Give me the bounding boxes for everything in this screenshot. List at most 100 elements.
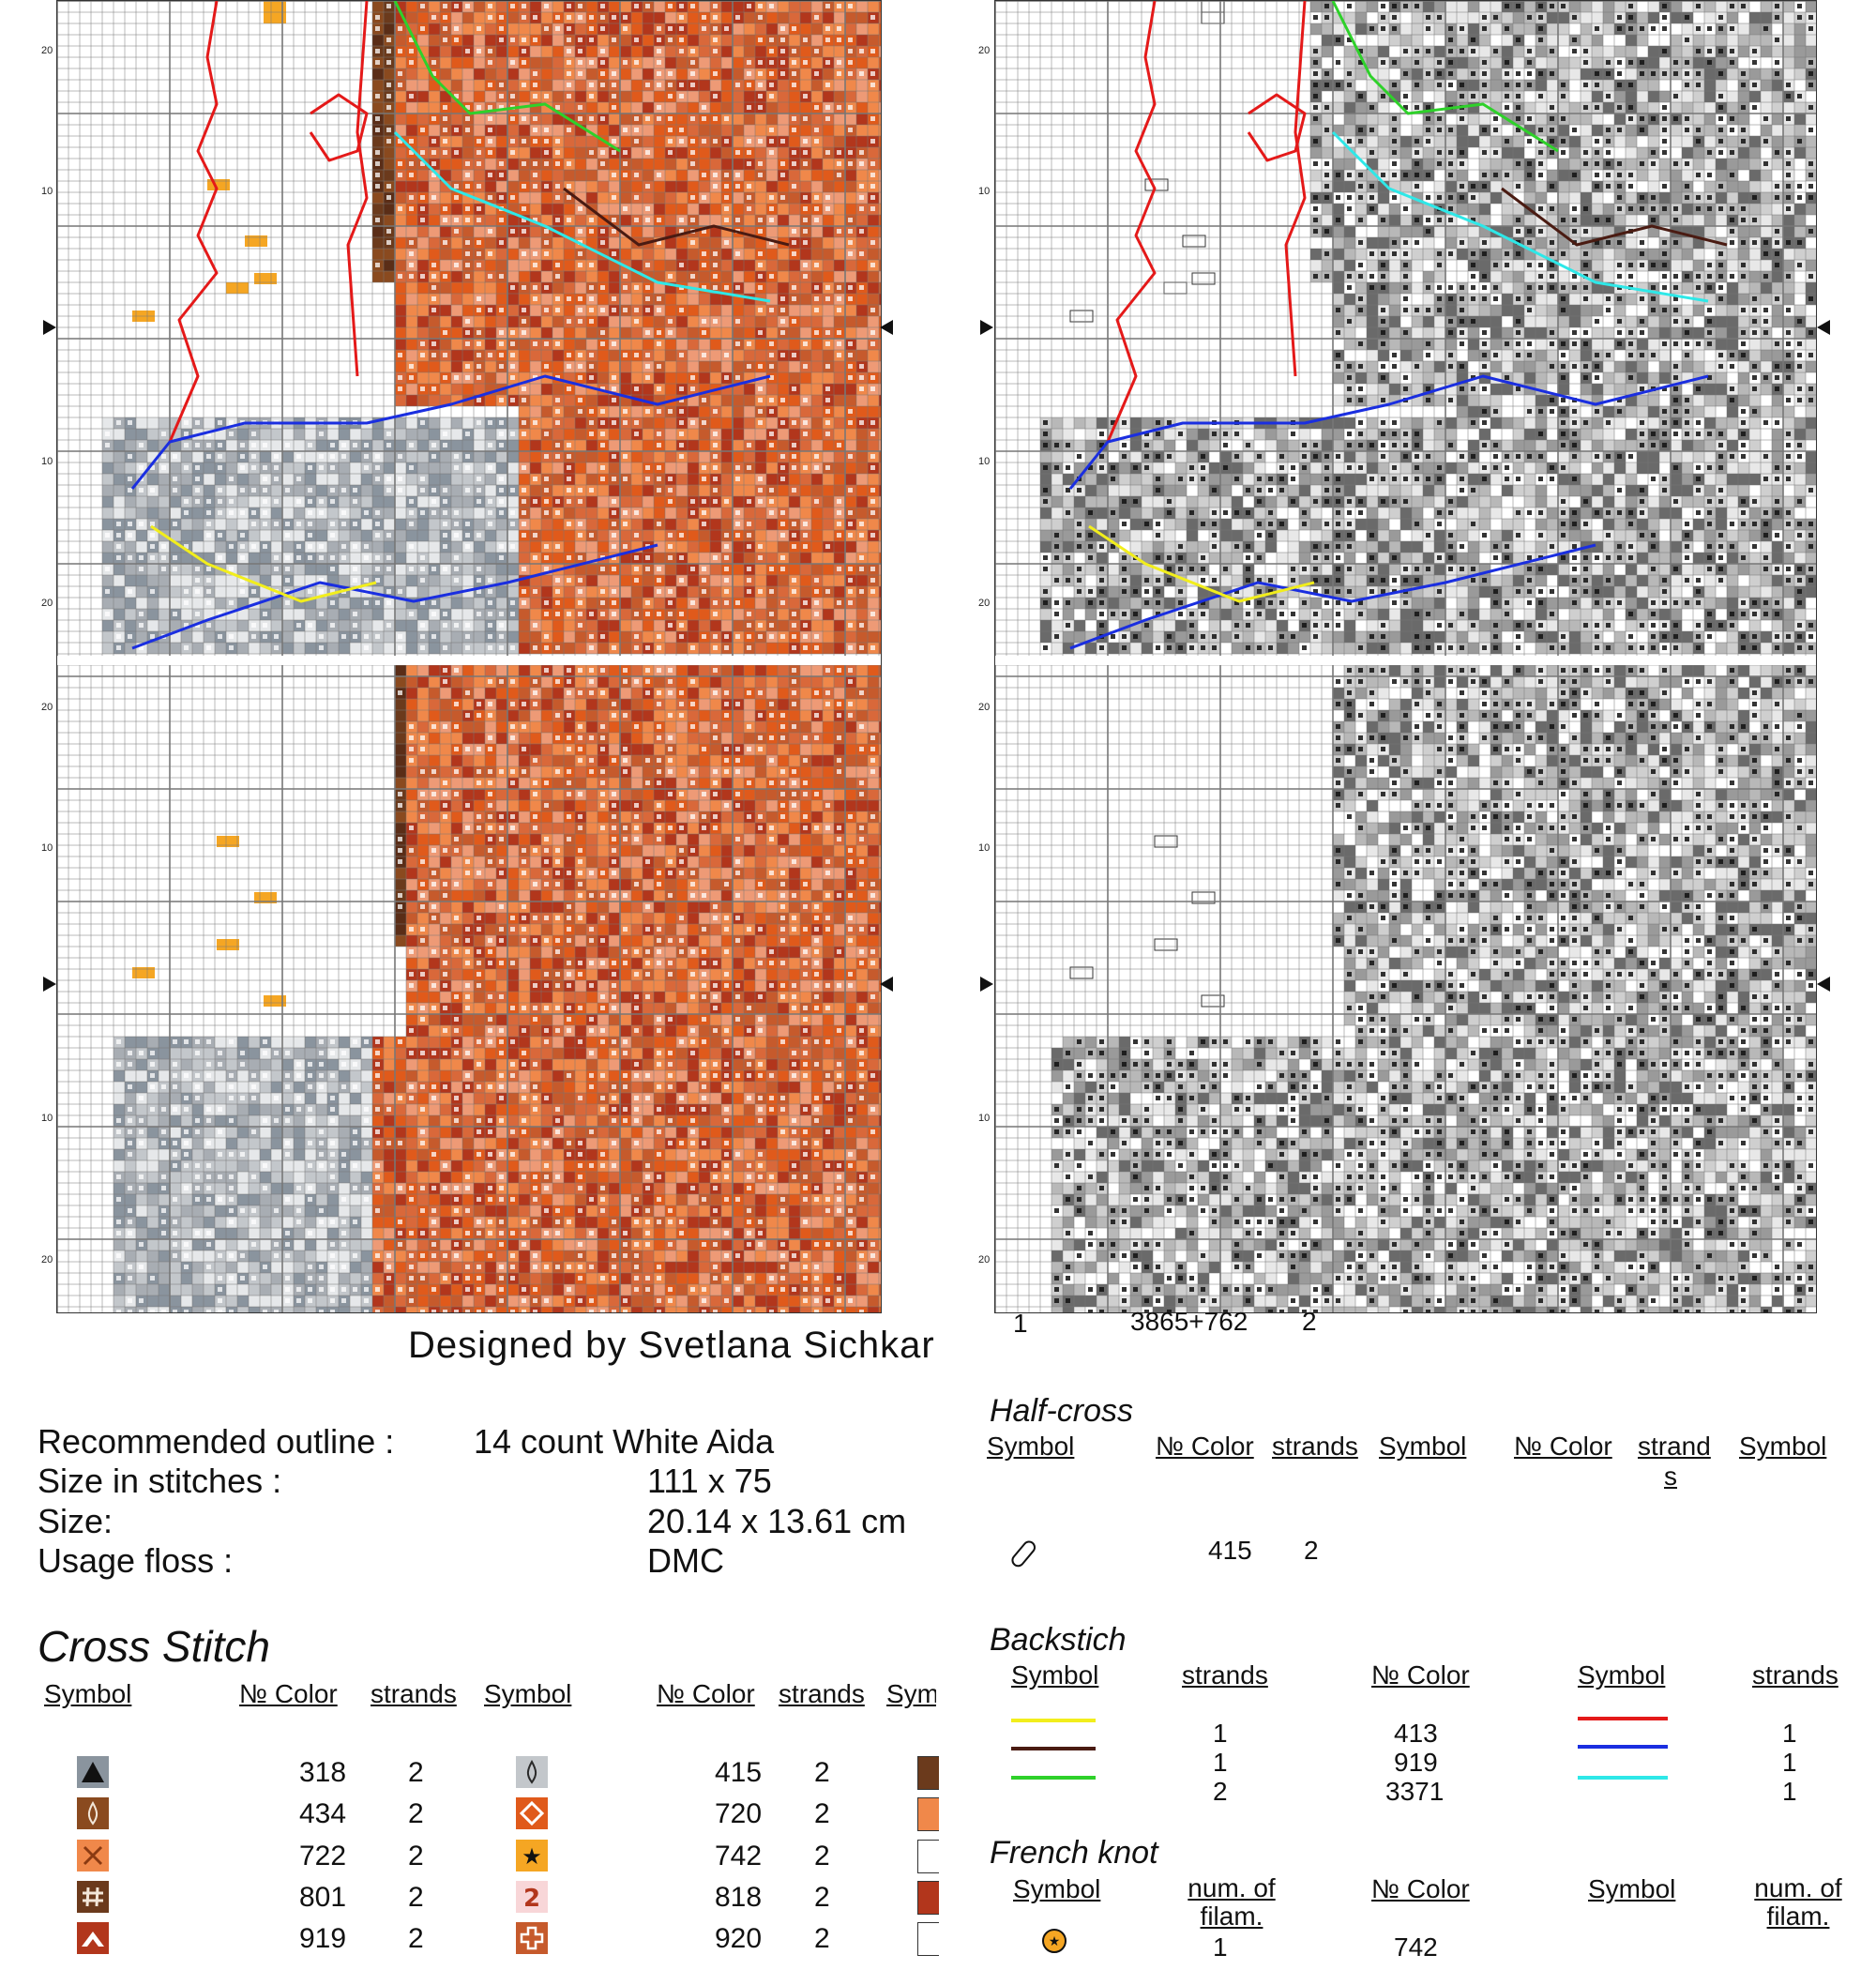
bs-header-symbol-2: Symbol [1578, 1660, 1666, 1690]
row-label: 10 [41, 1113, 53, 1124]
cs-strands-value: 2 [408, 1841, 424, 1872]
bs-header-strands: strands [1182, 1660, 1268, 1690]
outline-value: 14 count White Aida [474, 1422, 775, 1461]
chart-footer-left: 1 [1013, 1309, 1028, 1338]
bs-strands-r3: 1 [1782, 1777, 1797, 1806]
cs-strands-value: 2 [814, 1882, 830, 1913]
row-marker-arrow-icon [980, 977, 993, 992]
row-marker-arrow-icon [43, 977, 56, 992]
cut-off-symbol-icon [917, 1756, 939, 1790]
fk-header-symbol-2: Symbol [1588, 1874, 1676, 1903]
cs-header-color: № Color [239, 1679, 338, 1708]
pattern-chart-symbols [994, 0, 1817, 1313]
hc-color: 415 [1208, 1536, 1252, 1565]
chevron-icon [77, 1922, 109, 1954]
cs-color-value: 818 [715, 1882, 763, 1913]
row-label: 20 [978, 702, 991, 713]
cut-off-symbol-icon [917, 1797, 939, 1831]
row-label: 10 [41, 186, 53, 197]
hc-strands: 2 [1304, 1536, 1319, 1565]
size-value: 20.14 x 13.61 cm [647, 1502, 907, 1540]
hc-header-color: № Color [1156, 1432, 1254, 1461]
cs-header-symbol-2: Symbol [484, 1679, 572, 1708]
hc-header-symbol: Symbol [987, 1432, 1075, 1461]
floss-label: Usage floss : [38, 1541, 234, 1580]
star-circle-icon: ★ [1041, 1928, 1067, 1959]
cs-strands-value: 2 [814, 1923, 830, 1954]
backstitch-brown-line [1011, 1747, 1096, 1750]
row-label: 20 [978, 598, 991, 609]
outline-label: Recommended outline : [38, 1422, 395, 1461]
cs-color-value: 722 [299, 1841, 347, 1872]
row-marker-arrow-icon [1817, 977, 1830, 992]
row-label: 10 [41, 842, 53, 854]
cs-color-value: 742 [715, 1841, 763, 1872]
pattern-grid-symbols [995, 1, 1816, 1312]
half-cross-title: Half-cross [990, 1393, 1134, 1429]
chart-footer-mid: 3865+762 [1130, 1307, 1248, 1336]
designer-credit: Designed by Svetlana Sichkar [408, 1325, 935, 1366]
cs-color-value: 415 [715, 1757, 763, 1788]
cs-strands-value: 2 [814, 1757, 830, 1788]
cs-header-color-2: № Color [657, 1679, 755, 1708]
drop-icon [516, 1756, 548, 1788]
bs-strands-r2: 1 [1782, 1748, 1797, 1777]
cs-strands-value: 2 [408, 1798, 424, 1829]
cs-strands-value: 2 [408, 1882, 424, 1913]
bs-header-color: № Color [1371, 1660, 1470, 1690]
backstitch-cyan-line [1578, 1776, 1668, 1780]
two-icon: 2 [516, 1881, 548, 1913]
cross-icon [516, 1922, 548, 1954]
size-stitches-value: 111 x 75 [647, 1462, 772, 1500]
hc-header-strands: strands [1272, 1432, 1358, 1461]
bs-header-strands-2: strands [1752, 1660, 1838, 1690]
backstitch-blue-line [1578, 1745, 1668, 1749]
cs-strands-value: 2 [408, 1923, 424, 1954]
hc-header-symbol-3: Symbol [1739, 1432, 1827, 1461]
star-icon: ★ [516, 1840, 548, 1872]
cs-color-value: 720 [715, 1798, 763, 1829]
cs-header-strands-2: strands [779, 1679, 865, 1708]
cut-off-symbol-icon [917, 1922, 939, 1956]
fk-header-filam-2: num. of filam. [1754, 1873, 1842, 1931]
row-label: 10 [978, 186, 991, 197]
backstitch-yellow-line [1011, 1719, 1096, 1722]
cs-header-strands: strands [371, 1679, 457, 1708]
cs-strands-value: 2 [814, 1841, 830, 1872]
drop-icon [77, 1797, 109, 1829]
row-label: 20 [978, 1254, 991, 1265]
cs-color-value: 318 [299, 1757, 347, 1788]
row-label: 10 [978, 456, 991, 467]
cs-strands-value: 2 [408, 1757, 424, 1788]
backstitch-red-line [1578, 1717, 1668, 1720]
french-knot-title: French knot [990, 1835, 1158, 1871]
bs-strands-3: 2 [1213, 1777, 1228, 1806]
backstitch-green-line [1011, 1776, 1096, 1780]
row-marker-arrow-icon [980, 320, 993, 335]
backstitch-title: Backstich [990, 1622, 1127, 1658]
diamond-icon [516, 1797, 548, 1829]
size-stitches-label: Size in stitches : [38, 1462, 282, 1500]
row-marker-arrow-icon [880, 977, 893, 992]
row-label: 10 [978, 1113, 991, 1124]
triangle-icon [77, 1756, 109, 1788]
cs-header-symbol: Symbol [44, 1679, 132, 1708]
hash-icon [77, 1881, 109, 1913]
row-marker-arrow-icon [1817, 320, 1830, 335]
pattern-grid-color [57, 1, 881, 1312]
cut-off-symbol-icon [917, 1881, 939, 1915]
cross-stitch-title: Cross Stitch [38, 1622, 270, 1671]
cut-off-symbol-icon [917, 1840, 939, 1873]
pattern-chart-color [56, 0, 882, 1313]
row-label: 20 [41, 702, 53, 713]
cs-strands-value: 2 [814, 1798, 830, 1829]
cs-color-value: 801 [299, 1882, 347, 1913]
fk-header-filam: num. of filam. [1188, 1873, 1276, 1931]
cs-color-value: 434 [299, 1798, 347, 1829]
bs-color-2: 919 [1394, 1748, 1438, 1777]
fk-filam: 1 [1213, 1932, 1228, 1962]
x-icon [77, 1840, 109, 1872]
bs-strands-r1: 1 [1782, 1719, 1797, 1748]
pill-icon [1008, 1538, 1040, 1575]
bs-strands-1: 1 [1213, 1719, 1228, 1748]
